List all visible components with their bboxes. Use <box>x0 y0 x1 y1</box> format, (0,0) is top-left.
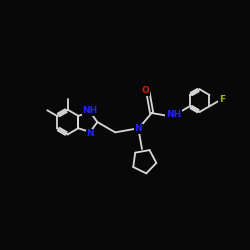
Text: NH: NH <box>82 106 98 115</box>
Text: NH: NH <box>166 110 181 119</box>
Text: N: N <box>134 124 142 133</box>
Text: O: O <box>142 86 150 95</box>
Text: F: F <box>219 95 225 104</box>
Text: N: N <box>86 129 94 138</box>
